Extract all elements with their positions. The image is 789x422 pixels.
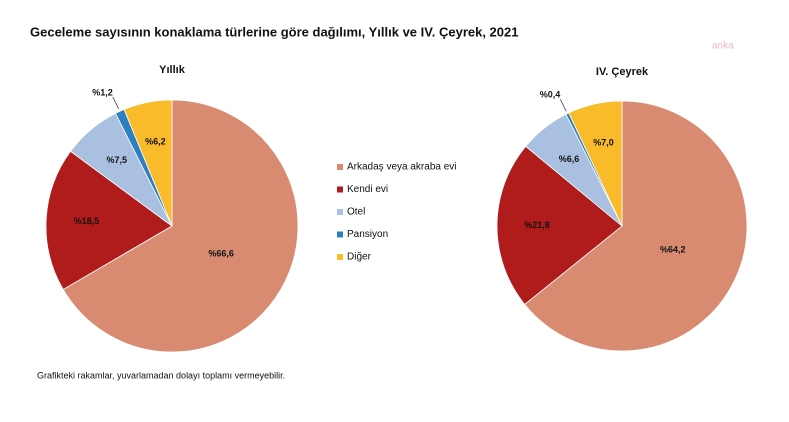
legend-label: Arkadaş veya akraba evi — [347, 162, 457, 173]
data-label: %64,2 — [660, 245, 686, 255]
pie-slice — [123, 99, 173, 227]
legend-swatch — [337, 186, 343, 193]
pie-slice — [524, 100, 748, 352]
legend-swatch — [337, 164, 343, 170]
legend-label: Diğer — [347, 252, 372, 263]
legend-label: Pansiyon — [347, 229, 388, 240]
pie-title: Yıllık — [159, 64, 186, 76]
data-label: %7,0 — [593, 137, 614, 147]
data-label: %7,5 — [107, 155, 128, 165]
pie-slice — [62, 99, 299, 353]
pie-title: IV. Çeyrek — [596, 66, 649, 78]
pie-slice — [496, 145, 623, 306]
data-label: %0,4 — [540, 90, 561, 100]
leader-line — [112, 96, 120, 110]
data-label: %21,8 — [524, 220, 550, 230]
legend-swatch — [337, 254, 343, 260]
pie-slice — [568, 100, 623, 227]
data-label: %6,6 — [559, 154, 580, 164]
data-label: %1,2 — [92, 87, 113, 97]
legend-swatch — [337, 231, 343, 238]
data-label: %6,2 — [145, 136, 166, 146]
legend-label: Kendi evi — [347, 184, 388, 195]
pie-slice — [45, 150, 173, 291]
legend-label: Otel — [347, 207, 365, 218]
page-title: Geceleme sayısının konaklama türlerine g… — [30, 24, 518, 39]
data-label: %66,6 — [208, 249, 234, 259]
watermark: anka — [712, 41, 734, 52]
legend-swatch — [337, 209, 343, 215]
note: Grafikteki rakamlar, yuvarlamadan dolayı… — [37, 370, 285, 380]
data-label: %18,5 — [74, 216, 100, 226]
leader-line — [559, 99, 567, 112]
